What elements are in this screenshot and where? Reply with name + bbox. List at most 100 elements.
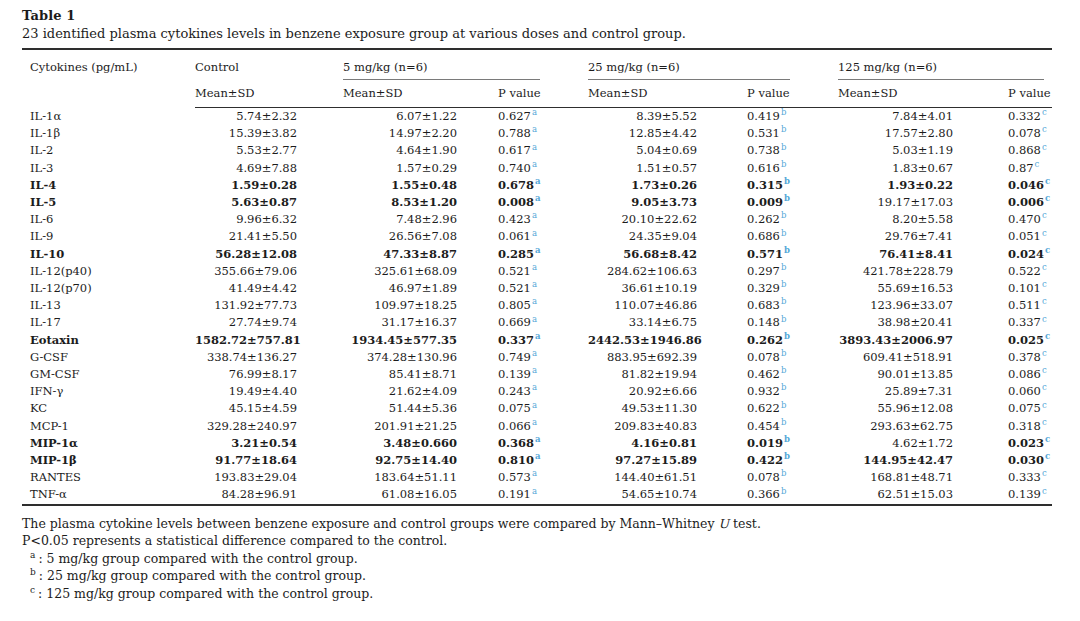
footnote-a: a: 5 mg/kg group compared with the contr… [22, 550, 1052, 568]
control-mean-sd: 5.63±0.87 [195, 194, 343, 211]
p-value: 0.030c [1008, 452, 1052, 469]
p-value: 0.075c [1008, 400, 1052, 417]
cytokine-label: G-CSF [22, 349, 195, 366]
significance-superscript: b [781, 210, 786, 220]
control-mean-sd: 45.15±4.59 [195, 400, 343, 417]
significance-superscript: c [1042, 210, 1047, 220]
p-value: 0.378c [1008, 349, 1052, 366]
dose-mean-sd: 31.17±16.37 [343, 314, 498, 331]
p-value: 0.046c [1008, 177, 1052, 194]
significance-superscript: c [1042, 279, 1047, 289]
subheader-control-meansd: Mean±SD [195, 80, 343, 108]
p-value: 0.101c [1008, 280, 1052, 297]
significance-superscript: b [781, 348, 786, 358]
table-row: IL-1α5.74±2.326.07±1.220.627a8.39±5.520.… [22, 108, 1052, 126]
table-row: Eotaxin1582.72±757.811934.45±577.350.337… [22, 332, 1052, 349]
significance-superscript: a [532, 124, 537, 134]
dose-mean-sd: 33.14±6.75 [588, 314, 747, 331]
p-value: 0.243a [498, 383, 588, 400]
significance-superscript: a [532, 228, 537, 238]
table-row: IL-12(p70)41.49±4.4246.97±1.890.521a36.6… [22, 280, 1052, 297]
p-value: 0.738b [747, 142, 838, 159]
p-value: 0.061a [498, 228, 588, 245]
significance-superscript: b [784, 245, 790, 255]
table-row: IL-12(p40)355.66±79.06325.61±68.090.521a… [22, 263, 1052, 280]
dose-mean-sd: 97.27±15.89 [588, 452, 747, 469]
dose-mean-sd: 183.64±51.11 [343, 469, 498, 486]
p-value: 0.078c [1008, 125, 1052, 142]
cytokine-table: Cytokines (pg/mL) Control 5 mg/kg (n=6) … [22, 48, 1052, 506]
control-mean-sd: 9.96±6.32 [195, 211, 343, 228]
p-value: 0.332c [1008, 108, 1052, 126]
control-mean-sd: 193.83±29.04 [195, 469, 343, 486]
p-value: 0.086c [1008, 366, 1052, 383]
significance-superscript: b [781, 468, 786, 478]
significance-superscript: a [535, 451, 541, 461]
significance-superscript: a [532, 382, 537, 392]
cytokine-label: IL-9 [22, 228, 195, 245]
cytokine-label: MIP-1β [22, 452, 195, 469]
dose-mean-sd: 81.82±19.94 [588, 366, 747, 383]
dose-mean-sd: 62.51±15.03 [838, 486, 1008, 504]
significance-superscript: c [1042, 142, 1047, 152]
control-mean-sd: 19.49±4.40 [195, 383, 343, 400]
dose-mean-sd: 883.95±692.39 [588, 349, 747, 366]
p-value: 0.462b [747, 366, 838, 383]
cytokine-label: IL-5 [22, 194, 195, 211]
p-value: 0.009b [747, 194, 838, 211]
dose-mean-sd: 609.41±518.91 [838, 349, 1008, 366]
cytokine-label: IL-4 [22, 177, 195, 194]
significance-superscript: a [532, 400, 537, 410]
subheader-25-pvalue: P value [747, 80, 838, 108]
dose-mean-sd: 168.81±48.71 [838, 469, 1008, 486]
p-value: 0.315b [747, 177, 838, 194]
significance-superscript: a [532, 142, 537, 152]
dose-mean-sd: 201.91±21.25 [343, 418, 498, 435]
p-value: 0.686b [747, 228, 838, 245]
table-row: KC45.15±4.5951.44±5.360.075a49.53±11.300… [22, 400, 1052, 417]
significance-superscript: a [535, 434, 541, 444]
significance-superscript: c [1042, 382, 1047, 392]
control-mean-sd: 131.92±77.73 [195, 297, 343, 314]
table-body: IL-1α5.74±2.326.07±1.220.627a8.39±5.520.… [22, 108, 1052, 505]
group-header-5mgkg: 5 mg/kg (n=6) [343, 49, 588, 80]
p-value: 0.511c [1008, 297, 1052, 314]
group-header-25mgkg: 25 mg/kg (n=6) [588, 49, 838, 80]
table-row: IL-55.63±0.878.53±1.200.008a9.05±3.730.0… [22, 194, 1052, 211]
p-value: 0.617a [498, 142, 588, 159]
footnote-significance: P<0.05 represents a statistical differen… [22, 532, 1052, 550]
p-value: 0.024c [1008, 246, 1052, 263]
significance-superscript: b [781, 382, 786, 392]
footnote-b: b: 25 mg/kg group compared with the cont… [22, 567, 1052, 585]
p-value: 0.810a [498, 452, 588, 469]
significance-superscript: a [532, 296, 537, 306]
table-row: IL-34.69±7.881.57±0.290.740a1.51±0.570.6… [22, 160, 1052, 177]
significance-superscript: a [535, 176, 541, 186]
p-value: 0.522c [1008, 263, 1052, 280]
dose-mean-sd: 4.62±1.72 [838, 435, 1008, 452]
p-value: 0.333c [1008, 469, 1052, 486]
footnote-a-marker: a [30, 550, 35, 560]
footnote-c-marker: c [30, 585, 35, 595]
p-value: 0.521a [498, 263, 588, 280]
dose-mean-sd: 8.20±5.58 [838, 211, 1008, 228]
significance-superscript: a [532, 279, 537, 289]
p-value: 0.139c [1008, 486, 1052, 504]
significance-superscript: b [781, 107, 786, 117]
dose-mean-sd: 7.48±2.96 [343, 211, 498, 228]
subheader-125-meansd: Mean±SD [838, 80, 1008, 108]
table-row: IFN-γ19.49±4.4021.62±4.090.243a20.92±6.6… [22, 383, 1052, 400]
subheader-5-meansd: Mean±SD [343, 80, 498, 108]
cytokine-label: IL-13 [22, 297, 195, 314]
significance-superscript: b [781, 314, 786, 324]
dose-mean-sd: 55.96±12.08 [838, 400, 1008, 417]
significance-superscript: b [781, 228, 786, 238]
p-value: 0.297b [747, 263, 838, 280]
significance-superscript: c [1042, 107, 1047, 117]
significance-superscript: c [1042, 468, 1047, 478]
p-value: 0.060c [1008, 383, 1052, 400]
cytokine-label: IL-6 [22, 211, 195, 228]
dose-mean-sd: 49.53±11.30 [588, 400, 747, 417]
control-mean-sd: 3.21±0.54 [195, 435, 343, 452]
p-value: 0.454b [747, 418, 838, 435]
